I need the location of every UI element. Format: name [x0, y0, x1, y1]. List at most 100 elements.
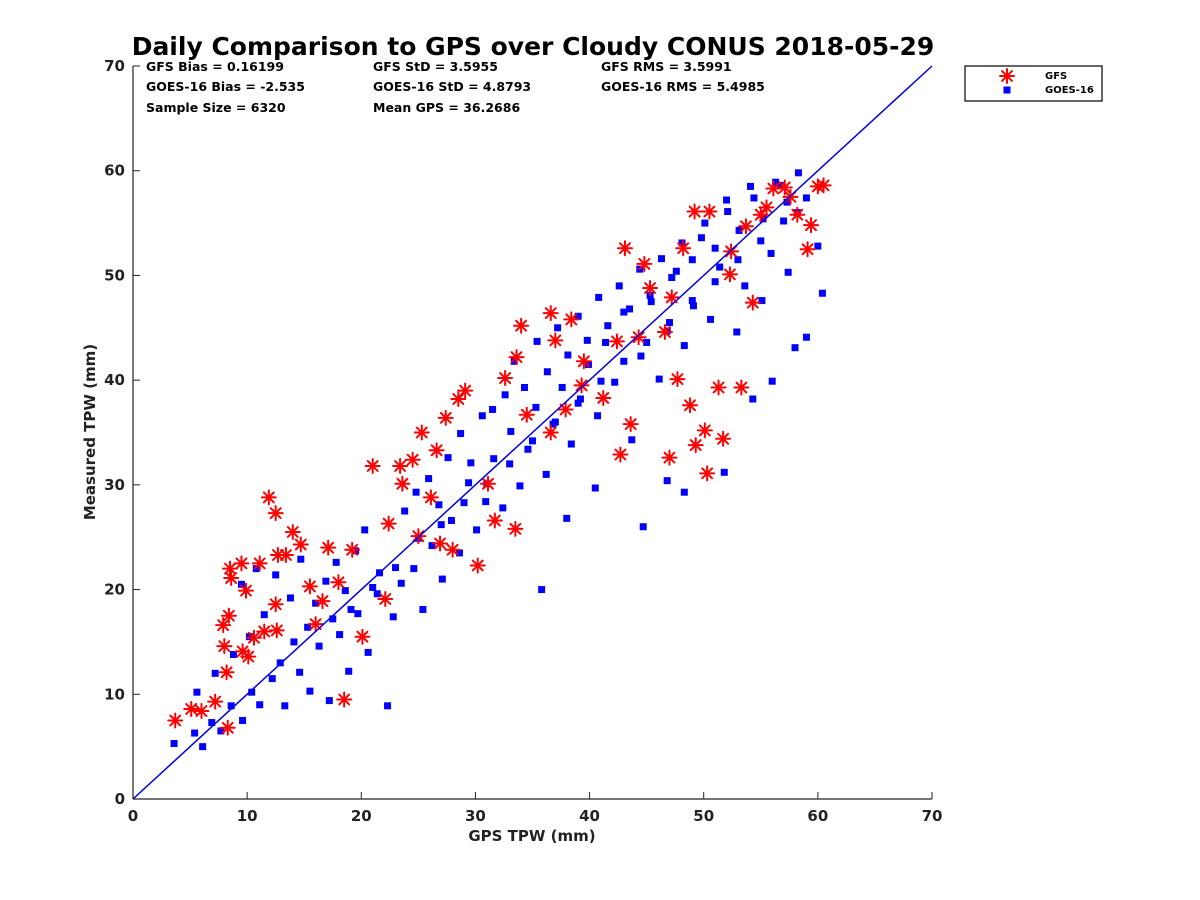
gfs-point — [444, 541, 461, 558]
goes16-point — [312, 599, 320, 607]
gfs-point — [284, 523, 301, 540]
goes16-point — [678, 239, 686, 247]
gfs-point — [268, 622, 285, 639]
x-tick-label: 40 — [579, 807, 600, 825]
goes16-point — [268, 675, 276, 683]
gfs-point — [758, 199, 775, 216]
goes16-point — [322, 577, 330, 585]
goes16-point — [516, 482, 524, 490]
goes16-point — [507, 427, 515, 435]
goes16-point — [564, 351, 572, 359]
gfs-point — [222, 560, 239, 577]
goes16-point — [688, 256, 696, 264]
gfs-point — [330, 574, 347, 591]
goes16-point — [567, 440, 575, 448]
gfs-point — [642, 279, 659, 296]
gfs-point — [595, 389, 612, 406]
gfs-point — [575, 353, 592, 370]
gfs-point — [636, 255, 653, 272]
goes16-point — [272, 571, 280, 579]
gfs-point — [336, 691, 353, 708]
gfs-point — [354, 628, 371, 645]
goes16-point — [655, 375, 663, 383]
y-axis-label: Measured TPW (mm) — [81, 344, 99, 520]
gfs-point — [251, 555, 268, 572]
gfs-point — [380, 515, 397, 532]
goes16-point — [347, 605, 355, 613]
goes16-point — [533, 337, 541, 345]
stat-gfs-rms: GFS RMS = 3.5991 — [601, 59, 732, 74]
gfs-point — [219, 719, 236, 736]
goes16-point — [345, 667, 353, 675]
goes16-point — [551, 418, 559, 426]
gfs-point — [428, 442, 445, 459]
goes16-point — [304, 623, 312, 631]
stat-goes-std: GOES-16 StD = 4.8793 — [373, 79, 531, 94]
gfs-point — [233, 555, 250, 572]
y-tick-label: 10 — [104, 685, 125, 703]
y-tick-label: 50 — [104, 266, 125, 284]
goes16-point — [563, 514, 571, 522]
goes16-point — [306, 687, 314, 695]
goes16-point — [499, 504, 507, 512]
goes16-point — [791, 344, 799, 352]
gfs-point — [656, 323, 673, 340]
gfs-point — [682, 397, 699, 414]
goes16-point — [435, 501, 443, 509]
goes16-point — [369, 583, 377, 591]
chart-title: Daily Comparison to GPS over Cloudy CONU… — [132, 32, 935, 61]
goes16-point — [281, 702, 289, 710]
goes16-point — [814, 242, 822, 250]
gfs-point — [223, 570, 240, 587]
goes16-point — [784, 268, 792, 276]
series-layer — [167, 169, 832, 751]
goes16-point — [733, 328, 741, 336]
goes16-point — [620, 308, 628, 316]
goes16-point — [672, 267, 680, 275]
x-tick-label: 20 — [351, 807, 372, 825]
legend: GFS GOES-16 — [964, 65, 1103, 102]
gfs-point — [542, 424, 559, 441]
goes16-point — [542, 470, 550, 478]
gfs-point — [733, 379, 750, 396]
goes16-point — [750, 194, 758, 202]
goes16-point — [510, 357, 518, 365]
goes16-point — [490, 455, 498, 463]
goes16-point — [626, 305, 634, 313]
goes16-point — [707, 315, 715, 323]
gfs-point — [508, 349, 525, 366]
gfs-point — [479, 475, 496, 492]
gfs-point — [675, 240, 692, 257]
gfs-point — [193, 703, 210, 720]
gfs-point — [686, 203, 703, 220]
goes16-point — [818, 289, 826, 297]
goes16-point — [747, 182, 755, 190]
goes16-point — [248, 688, 256, 696]
goes16-point — [217, 727, 225, 735]
gfs-point — [737, 218, 754, 235]
gfs-point — [612, 446, 629, 463]
y-tick-label: 20 — [104, 581, 125, 599]
x-tick-label: 0 — [128, 807, 138, 825]
gfs-point — [701, 203, 718, 220]
goes16-point — [665, 319, 673, 327]
goes16-point — [336, 631, 344, 639]
goes16-point — [637, 352, 645, 360]
goes16-point — [701, 219, 709, 227]
gfs-point — [469, 557, 486, 574]
gfs-point — [518, 406, 535, 423]
y-tick-label: 40 — [104, 371, 125, 389]
goes16-point — [802, 333, 810, 341]
goes16-point — [767, 249, 775, 257]
goes16-point — [604, 322, 612, 330]
goes16-point — [758, 297, 766, 305]
gfs-point — [507, 520, 524, 537]
gfs-point — [661, 449, 678, 466]
goes16-point — [602, 338, 610, 346]
gfs-point — [364, 458, 381, 475]
gfs-point — [240, 648, 257, 665]
goes16-point — [460, 499, 468, 507]
x-axis-label: GPS TPW (mm) — [468, 827, 595, 845]
gfs-point — [799, 241, 816, 258]
